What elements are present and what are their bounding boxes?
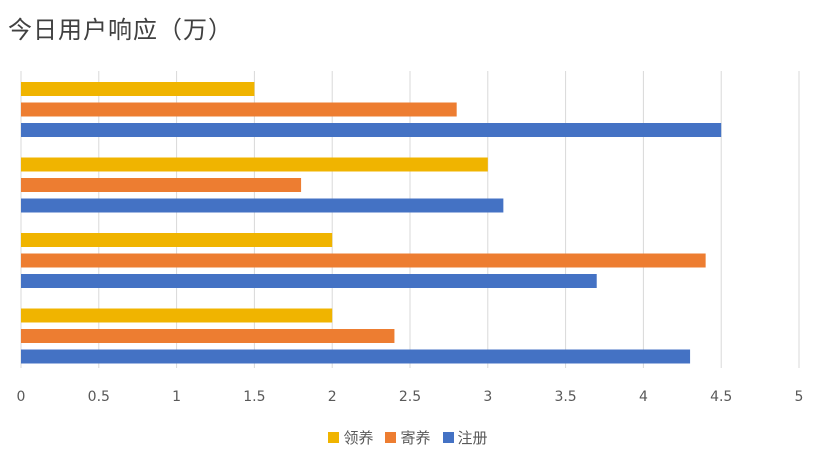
bar-foster (21, 329, 395, 343)
bar-foster (21, 178, 302, 192)
bar-adopt (21, 308, 333, 323)
legend-item-adopt: 领养 (328, 427, 373, 448)
x-tick-label: 5 (795, 389, 804, 405)
bar-register (21, 123, 722, 137)
legend-item-foster: 寄养 (385, 427, 431, 448)
x-tick-label: 4 (639, 389, 648, 405)
legend-swatch-register (442, 432, 454, 443)
legend-item-register: 注册 (442, 427, 488, 448)
bar-register (21, 349, 691, 364)
legend-label-adopt: 领养 (343, 429, 374, 447)
x-tick-label: 2 (328, 389, 337, 405)
bar-adopt (21, 157, 488, 172)
legend-label-register: 注册 (457, 429, 488, 447)
x-tick-label: 3.5 (554, 389, 576, 405)
bar-register (21, 198, 504, 213)
bar-foster (21, 102, 457, 117)
chart-title: 今日用户响应（万） (8, 16, 233, 44)
legend-label-foster: 寄养 (400, 429, 431, 447)
legend-swatch-adopt (328, 432, 340, 443)
bar-foster (21, 253, 706, 268)
x-tick-label: 4.5 (710, 389, 732, 405)
bar-register (21, 274, 597, 288)
legend: 领养 寄养 注册 (0, 427, 816, 448)
bar-adopt (21, 233, 333, 247)
x-tick-label: 1 (172, 389, 181, 405)
x-tick-label: 1.5 (243, 389, 265, 405)
x-tick-label: 2.5 (399, 389, 421, 405)
x-tick-label: 0 (17, 389, 26, 405)
x-tick-label: 3 (483, 389, 492, 405)
bar-adopt (21, 82, 255, 96)
x-tick-label: 0.5 (88, 389, 110, 405)
legend-swatch-foster (385, 432, 397, 443)
